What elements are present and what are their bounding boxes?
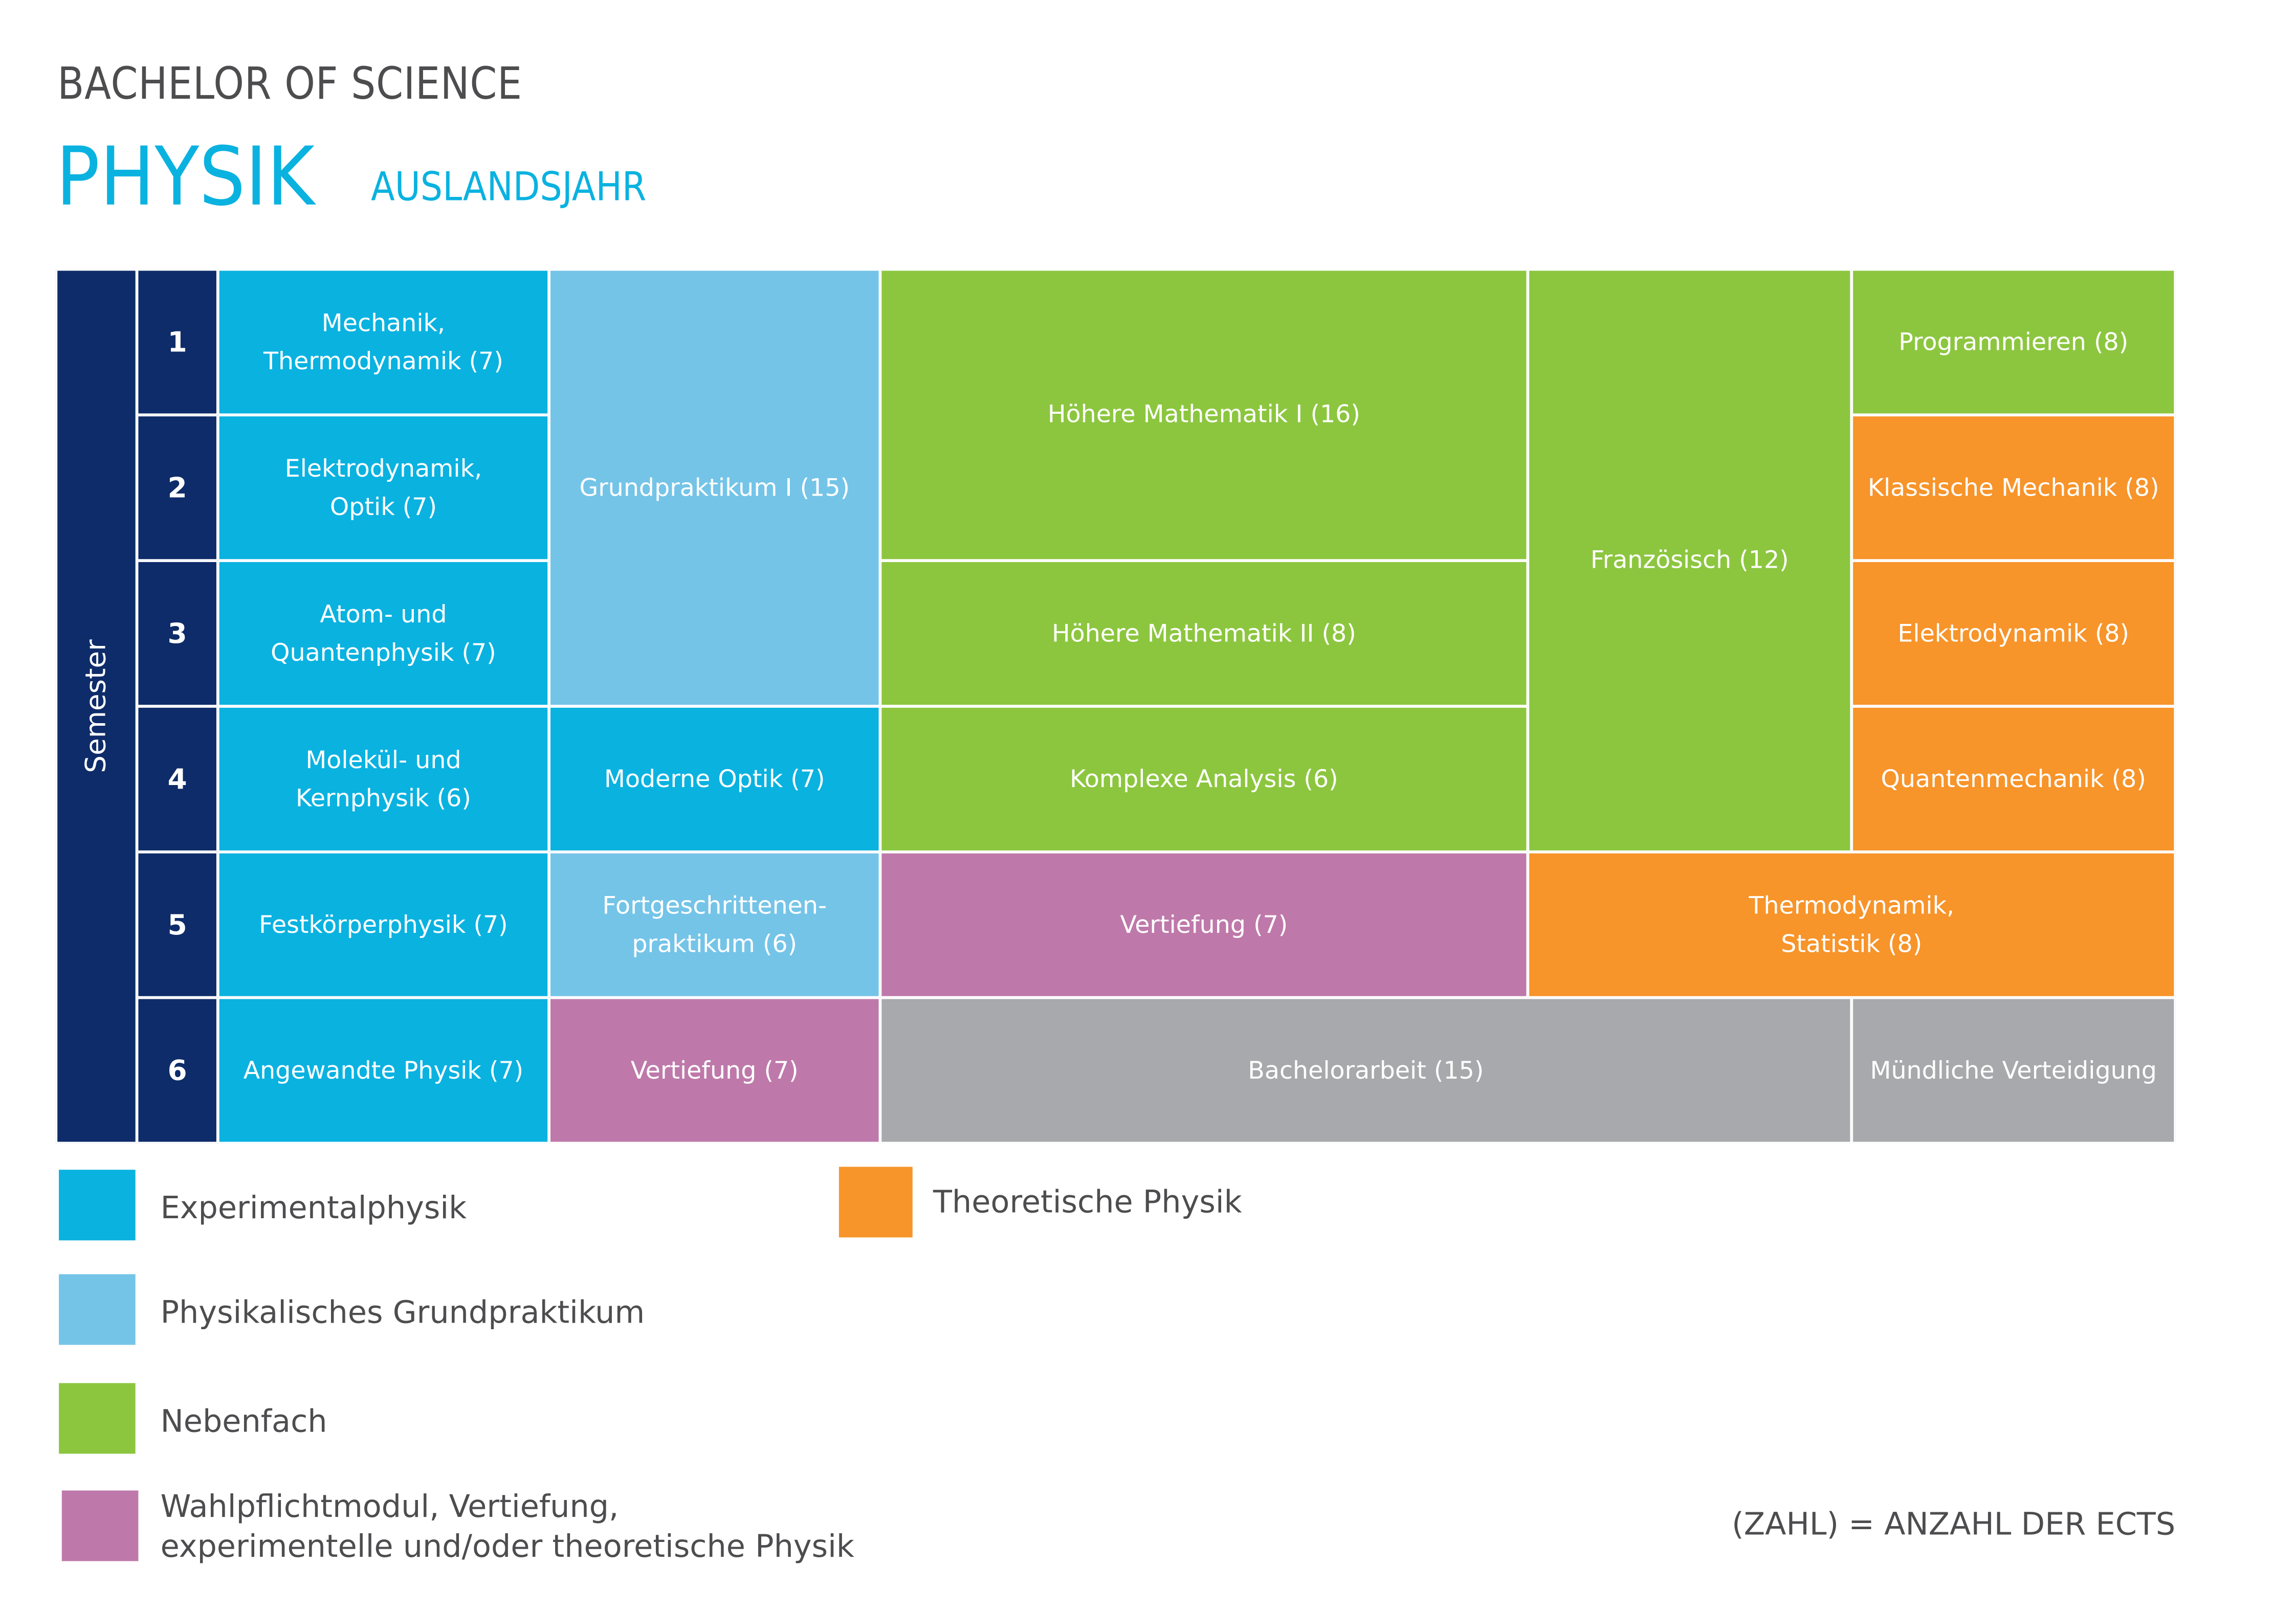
module-grundpraktikum: Grundpraktikum I (15) [549,269,880,706]
module-elektrodynamik: Elektrodynamik (8) [1851,561,2176,706]
semester-number: 3 [137,561,218,706]
module-mechanik: Mechanik, Thermodynamik (7) [217,269,549,415]
module-molekuel-kernphysik: Molekül- und Kernphysik (6) [217,706,549,852]
semester-label-text: Semester [80,639,113,773]
module-bachelorarbeit: Bachelorarbeit (15) [880,997,1852,1144]
module-programmieren: Programmieren (8) [1851,269,2176,415]
legend-label: Experimentalphysik [160,1190,467,1226]
semester-number: 6 [137,997,218,1144]
module-thermodynamik-statistik: Thermodynamik, Statistik (8) [1528,852,2176,998]
module-hoehere-mathematik-2: Höhere Mathematik II (8) [880,561,1528,706]
module-muendliche-verteidigung: Mündliche Verteidigung [1851,997,2176,1144]
semester-number: 5 [137,852,218,998]
degree-subtitle: BACHELOR OF SCIENCE [57,59,522,110]
ects-footnote: (ZAHL) = ANZAHL DER ECTS [1732,1507,2176,1542]
module-elektrodynamik-optik: Elektrodynamik, Optik (7) [217,415,549,561]
legend-swatch-grundpraktikum [59,1274,136,1345]
module-vertiefung: Vertiefung (7) [880,852,1528,998]
module-komplexe-analysis: Komplexe Analysis (6) [880,706,1528,852]
legend-swatch-nebenfach [59,1383,136,1454]
legend-label: Nebenfach [160,1403,327,1439]
legend-swatch-wahlpflicht [61,1490,139,1561]
legend-swatch-theoretische-physik [838,1167,913,1238]
module-vertiefung: Vertiefung (7) [549,997,880,1144]
module-franzoesisch: Französisch (12) [1528,269,1852,852]
module-fortgeschrittenenpraktikum: Fortgeschrittenen- praktikum (6) [549,852,880,998]
legend-label: Wahlpflichtmodul, Vertiefung, experiment… [160,1489,854,1564]
module-hoehere-mathematik-1: Höhere Mathematik I (16) [880,269,1528,561]
module-festkoerperphysik: Festkörperphysik (7) [217,852,549,998]
module-angewandte-physik: Angewandte Physik (7) [217,997,549,1144]
semester-number: 2 [137,415,218,561]
legend-label: Physikalisches Grundpraktikum [160,1294,645,1330]
module-grid: Semester 1 2 3 4 5 6 Mechanik, Thermodyn… [56,269,2176,1144]
module-klassische-mechanik: Klassische Mechanik (8) [1851,415,2176,561]
legend-swatch-experimentalphysik [59,1170,136,1241]
legend-label: Theoretische Physik [933,1184,1242,1220]
page-title: PHYSIK [56,129,315,224]
program-tag: AUSLANDSJAHR [371,165,647,211]
semester-number: 4 [137,706,218,852]
semester-axis-label: Semester [56,269,137,1144]
semester-number: 1 [137,269,218,415]
module-quantenmechanik: Quantenmechanik (8) [1851,706,2176,852]
module-moderne-optik: Moderne Optik (7) [549,706,880,852]
module-atom-quantenphysik: Atom- und Quantenphysik (7) [217,561,549,706]
